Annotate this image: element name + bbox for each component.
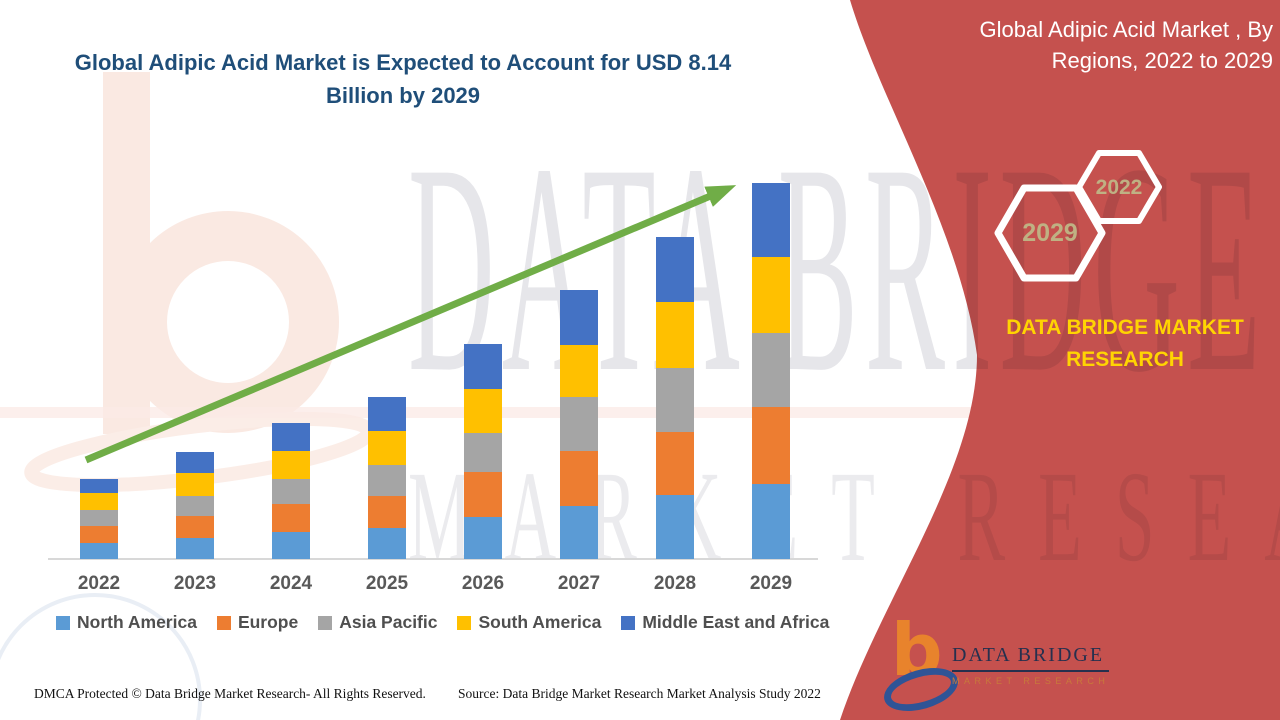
badge-2029-label: 2029 — [1022, 219, 1078, 247]
x-axis-label-2024: 2024 — [269, 573, 313, 594]
bar-2029 — [752, 183, 790, 559]
bar-segment-asia-pacific — [80, 509, 118, 526]
legend-swatch-icon — [318, 615, 333, 630]
source-note: Source: Data Bridge Market Research Mark… — [458, 686, 821, 701]
bar-segment-south-america — [176, 473, 214, 497]
bar-segment-middle-east-and-africa — [80, 478, 118, 494]
bar-segment-asia-pacific — [176, 496, 214, 517]
bar-segment-middle-east-and-africa — [176, 452, 214, 474]
logo-b-icon: b — [891, 608, 943, 692]
bar-2024 — [272, 422, 310, 559]
bar-segment-middle-east-and-africa — [464, 343, 502, 389]
bar-segment-south-america — [656, 301, 694, 368]
bar-segment-asia-pacific — [752, 333, 790, 408]
legend-item-middle-east-and-africa: Middle East and Africa — [621, 612, 829, 633]
brand-text: DATA BRIDGE MARKET RESEARCH — [1006, 316, 1244, 371]
x-axis-label-2022: 2022 — [77, 573, 121, 594]
bar-segment-europe — [272, 504, 310, 533]
logo-title: DATA BRIDGE — [952, 644, 1110, 672]
legend-item-europe: Europe — [216, 612, 299, 633]
legend-swatch-icon — [56, 615, 70, 630]
bar-segment-south-america — [464, 388, 502, 434]
bar-2022 — [80, 478, 118, 559]
bar-segment-asia-pacific — [464, 433, 502, 473]
bar-segment-europe — [80, 525, 118, 543]
bar-segment-south-america — [80, 493, 118, 510]
bar-segment-north-america — [272, 532, 310, 559]
bar-segment-middle-east-and-africa — [560, 289, 598, 345]
panel-title: Global Adipic Acid Market , By Regions, … — [979, 17, 1273, 73]
x-axis-label-2026: 2026 — [461, 573, 505, 594]
bar-segment-middle-east-and-africa — [272, 422, 310, 451]
bar-2028 — [656, 236, 694, 559]
bar-2027 — [560, 289, 598, 559]
legend-item-north-america: North America — [56, 612, 197, 633]
bar-segment-north-america — [176, 538, 214, 559]
legend-swatch-icon — [457, 615, 472, 630]
company-logo: b DATA BRIDGE MARKET RESEARCH — [879, 614, 1115, 719]
x-axis-label-2028: 2028 — [653, 573, 697, 594]
x-axis-label-2027: 2027 — [557, 573, 601, 594]
bar-segment-north-america — [656, 494, 694, 559]
bar-segment-europe — [368, 496, 406, 528]
legend-label: Middle East and Africa — [642, 612, 830, 632]
legend: North America Europe Asia Pacific South Ame… — [56, 612, 856, 633]
legend-label: South America — [478, 612, 602, 632]
x-axis-label-2023: 2023 — [173, 573, 217, 594]
bar-segment-north-america — [464, 517, 502, 559]
bar-segment-middle-east-and-africa — [752, 183, 790, 257]
legend-label: Asia Pacific — [339, 612, 438, 632]
logo-subtitle: MARKET RESEARCH — [952, 676, 1110, 686]
bar-segment-south-america — [752, 256, 790, 334]
bar-segment-middle-east-and-africa — [368, 396, 406, 431]
bar-segment-asia-pacific — [272, 479, 310, 505]
bar-segment-south-america — [368, 430, 406, 466]
legend-item-south-america: South America — [457, 612, 601, 633]
bar-segment-asia-pacific — [560, 396, 598, 451]
bar-segment-south-america — [560, 344, 598, 397]
bar-segment-europe — [560, 450, 598, 506]
bar-2026 — [464, 343, 502, 559]
bar-2025 — [368, 396, 406, 559]
bar-segment-europe — [176, 516, 214, 539]
bar-segment-asia-pacific — [368, 465, 406, 497]
chart-title: Global Adipic Acid Market is Expected to… — [74, 50, 732, 108]
legend-label: Europe — [237, 612, 299, 632]
bar-segment-north-america — [368, 528, 406, 559]
x-axis-label-2029: 2029 — [749, 573, 793, 594]
legend-swatch-icon — [621, 615, 636, 630]
bar-2023 — [176, 452, 214, 559]
dmca-notice: DMCA Protected © Data Bridge Market Rese… — [34, 686, 426, 701]
bar-segment-north-america — [80, 542, 118, 559]
bar-segment-europe — [752, 407, 790, 485]
bar-segment-middle-east-and-africa — [656, 236, 694, 302]
legend-item-asia-pacific: Asia Pacific — [318, 612, 437, 633]
badge-2022-label: 2022 — [1095, 176, 1143, 199]
x-axis-line — [48, 558, 818, 560]
legend-swatch-icon — [216, 615, 231, 630]
red-curve-shape — [840, 0, 1280, 720]
bar-segment-europe — [656, 432, 694, 495]
bar-segment-south-america — [272, 450, 310, 480]
bar-segment-north-america — [752, 484, 790, 559]
bar-segment-asia-pacific — [656, 367, 694, 433]
bar-segment-europe — [464, 472, 502, 517]
legend-label: North America — [77, 612, 197, 632]
bar-segment-north-america — [560, 505, 598, 559]
faint-circle-decor — [0, 593, 202, 720]
x-axis-label-2025: 2025 — [365, 573, 409, 594]
